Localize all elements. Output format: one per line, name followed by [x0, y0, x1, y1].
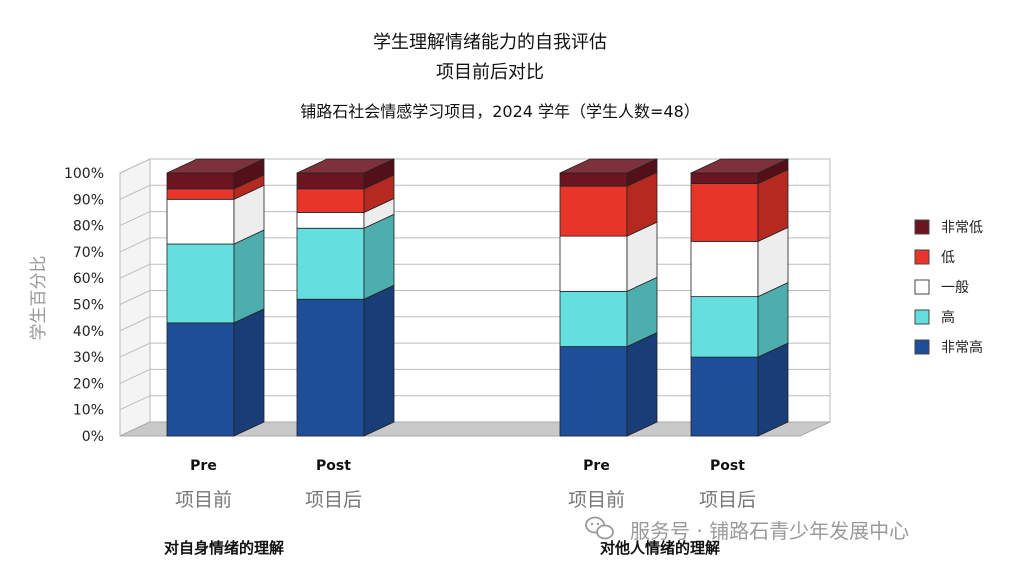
bar-front — [166, 243, 235, 324]
bar-segment — [296, 158, 395, 190]
bar-side — [626, 331, 658, 437]
legend-swatch — [914, 339, 930, 355]
chart-title: 学生理解情绪能力的自我评估 — [373, 32, 607, 53]
bar-segment — [559, 276, 658, 348]
watermark-text: 服务号 · 铺路石青少年发展中心 — [630, 519, 909, 543]
wechat-icon — [585, 516, 614, 540]
y-tick-label: 40% — [73, 324, 104, 340]
group-label: 对自身情绪的理解 — [164, 539, 284, 557]
legend-item: 非常低 — [914, 219, 983, 236]
bar-top — [559, 158, 658, 174]
y-tick-label: 60% — [73, 271, 104, 287]
y-tick-label: 10% — [73, 403, 104, 419]
bar-front — [559, 346, 628, 437]
bar-front — [166, 172, 235, 190]
bar-front — [296, 298, 365, 437]
bar-side — [233, 229, 265, 324]
bar-side — [363, 213, 395, 300]
y-tick-label: 20% — [73, 376, 104, 392]
y-tick-label: 70% — [73, 245, 104, 261]
group-label: 对他人情绪的理解 — [600, 539, 720, 557]
bar-front — [559, 235, 628, 292]
bar-segment — [296, 174, 395, 214]
y-tick-label: 30% — [73, 350, 104, 366]
bar-stack — [690, 158, 789, 437]
x-tick-label-cn: 项目前 — [175, 489, 232, 511]
bar-front — [559, 185, 628, 237]
bar-segment — [166, 184, 265, 245]
bar-side — [233, 308, 265, 437]
bar-segment — [296, 284, 395, 437]
bar-segment — [690, 158, 789, 185]
y-axis-ticks: 0% 10% 20% 30% 40% 50% 60% 70% 80% 90% 100% — [64, 166, 104, 445]
legend-item: 高 — [914, 309, 955, 326]
bar-front — [166, 188, 235, 200]
bar-segment — [166, 229, 265, 324]
bar-segment — [559, 158, 658, 187]
bar-stack — [166, 158, 265, 437]
bar-front — [690, 296, 759, 358]
y-tick-label: 80% — [73, 219, 104, 235]
bar-front — [559, 172, 628, 187]
bar-top — [296, 158, 395, 174]
legend-item: 非常高 — [914, 339, 983, 356]
bar-front — [690, 183, 759, 242]
watermark: 服务号 · 铺路石青少年发展中心 — [585, 516, 909, 543]
legend-swatch — [914, 249, 930, 265]
x-tick-label: Post — [316, 458, 351, 474]
y-tick-label: 50% — [73, 298, 104, 314]
legend-swatch — [914, 279, 930, 295]
bar-top — [166, 158, 265, 174]
bar-segment — [296, 213, 395, 300]
bar-front — [166, 322, 235, 437]
bar-stack — [296, 158, 395, 437]
bar-front — [296, 212, 365, 229]
x-tick-label: Pre — [583, 458, 610, 474]
bar-front — [296, 227, 365, 300]
bar-segment — [166, 308, 265, 437]
bar-front — [296, 172, 365, 190]
bars — [166, 158, 789, 437]
x-tick-label: Post — [710, 458, 745, 474]
legend-item: 一般 — [914, 279, 969, 296]
bar-top — [690, 158, 789, 174]
chart-subtitle: 铺路石社会情感学习项目，2024 学年（学生人数=48） — [300, 102, 700, 121]
bar-stack — [559, 158, 658, 437]
legend-swatch — [914, 309, 930, 325]
legend-label: 非常高 — [941, 339, 983, 356]
bar-front — [559, 290, 628, 347]
bar-front — [690, 172, 759, 184]
bar-segment — [559, 171, 658, 237]
bar-segment — [166, 158, 265, 190]
x-tick-label: Pre — [190, 458, 217, 474]
y-tick-label: 100% — [64, 166, 104, 182]
bar-segment — [559, 331, 658, 437]
bar-front — [166, 198, 235, 245]
legend-label: 非常低 — [941, 220, 983, 236]
x-tick-label-cn: 项目后 — [699, 489, 756, 511]
bar-front — [296, 188, 365, 213]
bar-front — [690, 240, 759, 298]
bar-segment — [690, 168, 789, 243]
legend-swatch — [914, 219, 930, 235]
x-tick-label-cn: 项目后 — [305, 489, 362, 511]
y-tick-label: 0% — [82, 429, 104, 445]
bar-segment — [559, 221, 658, 292]
bar-side — [363, 284, 395, 437]
legend-label: 高 — [941, 309, 955, 326]
bar-side — [757, 342, 789, 437]
bar-segment — [690, 226, 789, 298]
bar-front — [690, 356, 759, 437]
y-axis-label: 学生百分比 — [29, 256, 49, 341]
legend-label: 低 — [941, 250, 955, 266]
legend-item: 低 — [914, 249, 955, 266]
y-tick-label: 90% — [73, 192, 104, 208]
x-tick-label-cn: 项目前 — [568, 489, 625, 511]
chart-title-line2: 项目前后对比 — [436, 62, 544, 83]
legend-label: 一般 — [941, 280, 969, 296]
